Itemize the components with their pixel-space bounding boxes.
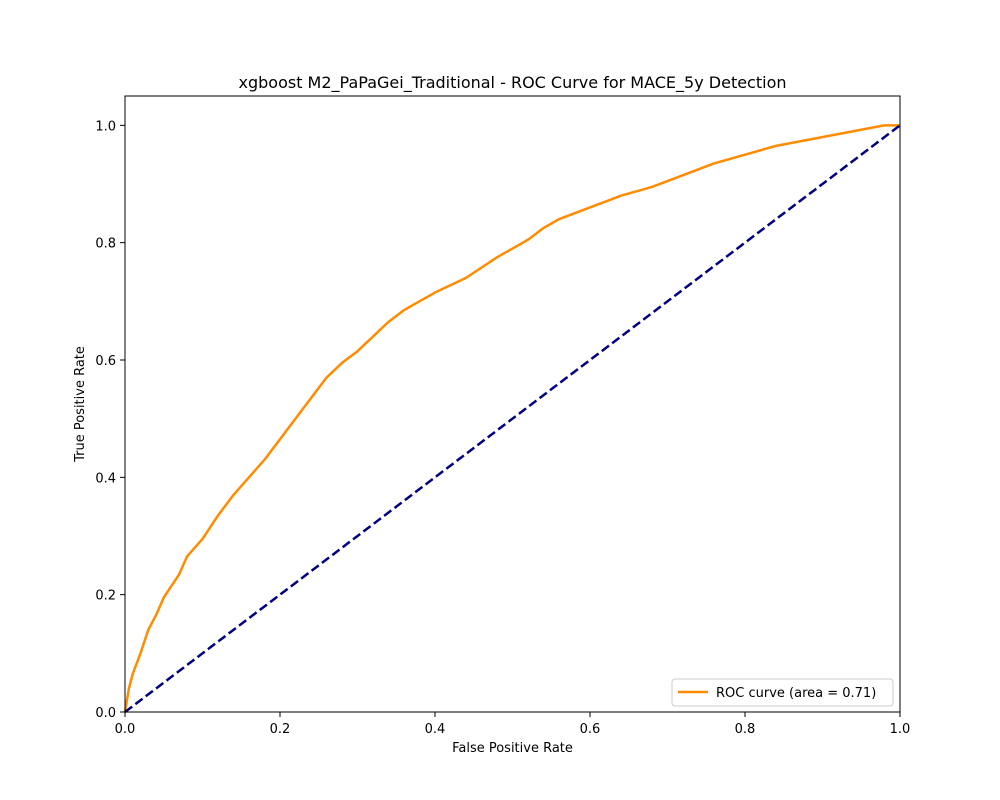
x-axis: 0.0 0.2 0.4 0.6 0.8 1.0 <box>115 712 911 737</box>
plot-area <box>123 124 901 713</box>
y-axis: 0.0 0.2 0.4 0.6 0.8 1.0 <box>95 119 125 721</box>
chance-line <box>124 124 901 713</box>
chart-title: xgboost M2_PaPaGei_Traditional - ROC Cur… <box>239 73 787 93</box>
y-tick-label: 1.0 <box>95 119 116 134</box>
x-tick-label: 0.2 <box>270 722 291 737</box>
y-tick-label: 0.6 <box>95 354 116 369</box>
y-tick-label: 0.2 <box>95 589 116 604</box>
y-tick-label: 0.0 <box>95 706 116 721</box>
legend-box <box>671 678 894 707</box>
x-tick-label: 0.6 <box>580 722 601 737</box>
y-tick-label: 0.4 <box>95 471 116 486</box>
y-tick-label: 0.8 <box>95 237 116 252</box>
x-tick-label: 0.0 <box>115 722 136 737</box>
x-tick-label: 0.4 <box>425 722 446 737</box>
roc-curve-line <box>123 124 900 713</box>
plot-frame <box>124 95 901 713</box>
y-axis-label: True Positive Rate <box>73 346 88 463</box>
legend-label-roc: ROC curve (area = 0.71) <box>716 686 876 701</box>
legend: ROC curve (area = 0.71) <box>671 678 894 707</box>
x-axis-label: False Positive Rate <box>452 741 573 756</box>
x-tick-label: 1.0 <box>890 722 911 737</box>
x-tick-label: 0.8 <box>735 722 756 737</box>
